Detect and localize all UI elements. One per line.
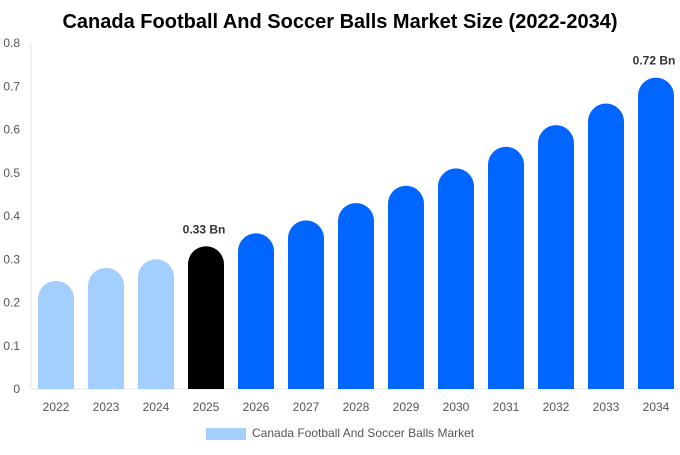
x-tick-label: 2032 bbox=[543, 400, 570, 414]
x-tick-label: 2033 bbox=[593, 400, 620, 414]
bar-2031 bbox=[488, 146, 524, 389]
y-tick-label: 0 bbox=[13, 382, 20, 396]
y-tick-label: 0.1 bbox=[3, 339, 20, 353]
x-tick-label: 2034 bbox=[643, 400, 670, 414]
x-tick-label: 2028 bbox=[343, 400, 370, 414]
data-label-2034: 0.72 Bn bbox=[633, 54, 676, 68]
x-tick-label: 2027 bbox=[293, 400, 320, 414]
x-tick-label: 2022 bbox=[43, 400, 70, 414]
chart-title: Canada Football And Soccer Balls Market … bbox=[62, 11, 617, 33]
x-tick-label: 2029 bbox=[393, 400, 420, 414]
x-tick-label: 2030 bbox=[443, 400, 470, 414]
bar-2023 bbox=[88, 267, 124, 389]
bar-2024 bbox=[138, 259, 174, 389]
x-tick-label: 2025 bbox=[193, 400, 220, 414]
x-tick-label: 2023 bbox=[93, 400, 120, 414]
x-tick-label: 2031 bbox=[493, 400, 520, 414]
legend-label: Canada Football And Soccer Balls Market bbox=[252, 426, 475, 440]
y-tick-label: 0.8 bbox=[3, 36, 20, 50]
bar-2032 bbox=[538, 125, 574, 390]
y-tick-label: 0.6 bbox=[3, 123, 20, 137]
x-tick-label: 2024 bbox=[143, 400, 170, 414]
bar-2025 bbox=[188, 246, 224, 389]
bar-2033 bbox=[588, 103, 624, 390]
y-tick-label: 0.7 bbox=[3, 79, 20, 93]
legend: Canada Football And Soccer Balls Market bbox=[206, 426, 475, 440]
bar-2026 bbox=[238, 233, 274, 389]
y-tick-label: 0.5 bbox=[3, 166, 20, 180]
bar-2027 bbox=[288, 220, 324, 389]
bar-2022 bbox=[38, 280, 74, 389]
data-label-2025: 0.33 Bn bbox=[183, 222, 226, 236]
bar-2030 bbox=[438, 168, 474, 389]
y-tick-label: 0.3 bbox=[3, 252, 20, 266]
y-tick-label: 0.4 bbox=[3, 209, 20, 223]
bar-2034 bbox=[638, 77, 674, 389]
bar-2028 bbox=[338, 203, 374, 389]
y-tick-label: 0.2 bbox=[3, 296, 20, 310]
x-tick-label: 2026 bbox=[243, 400, 270, 414]
bar-2029 bbox=[388, 185, 424, 389]
legend-swatch bbox=[206, 428, 246, 440]
